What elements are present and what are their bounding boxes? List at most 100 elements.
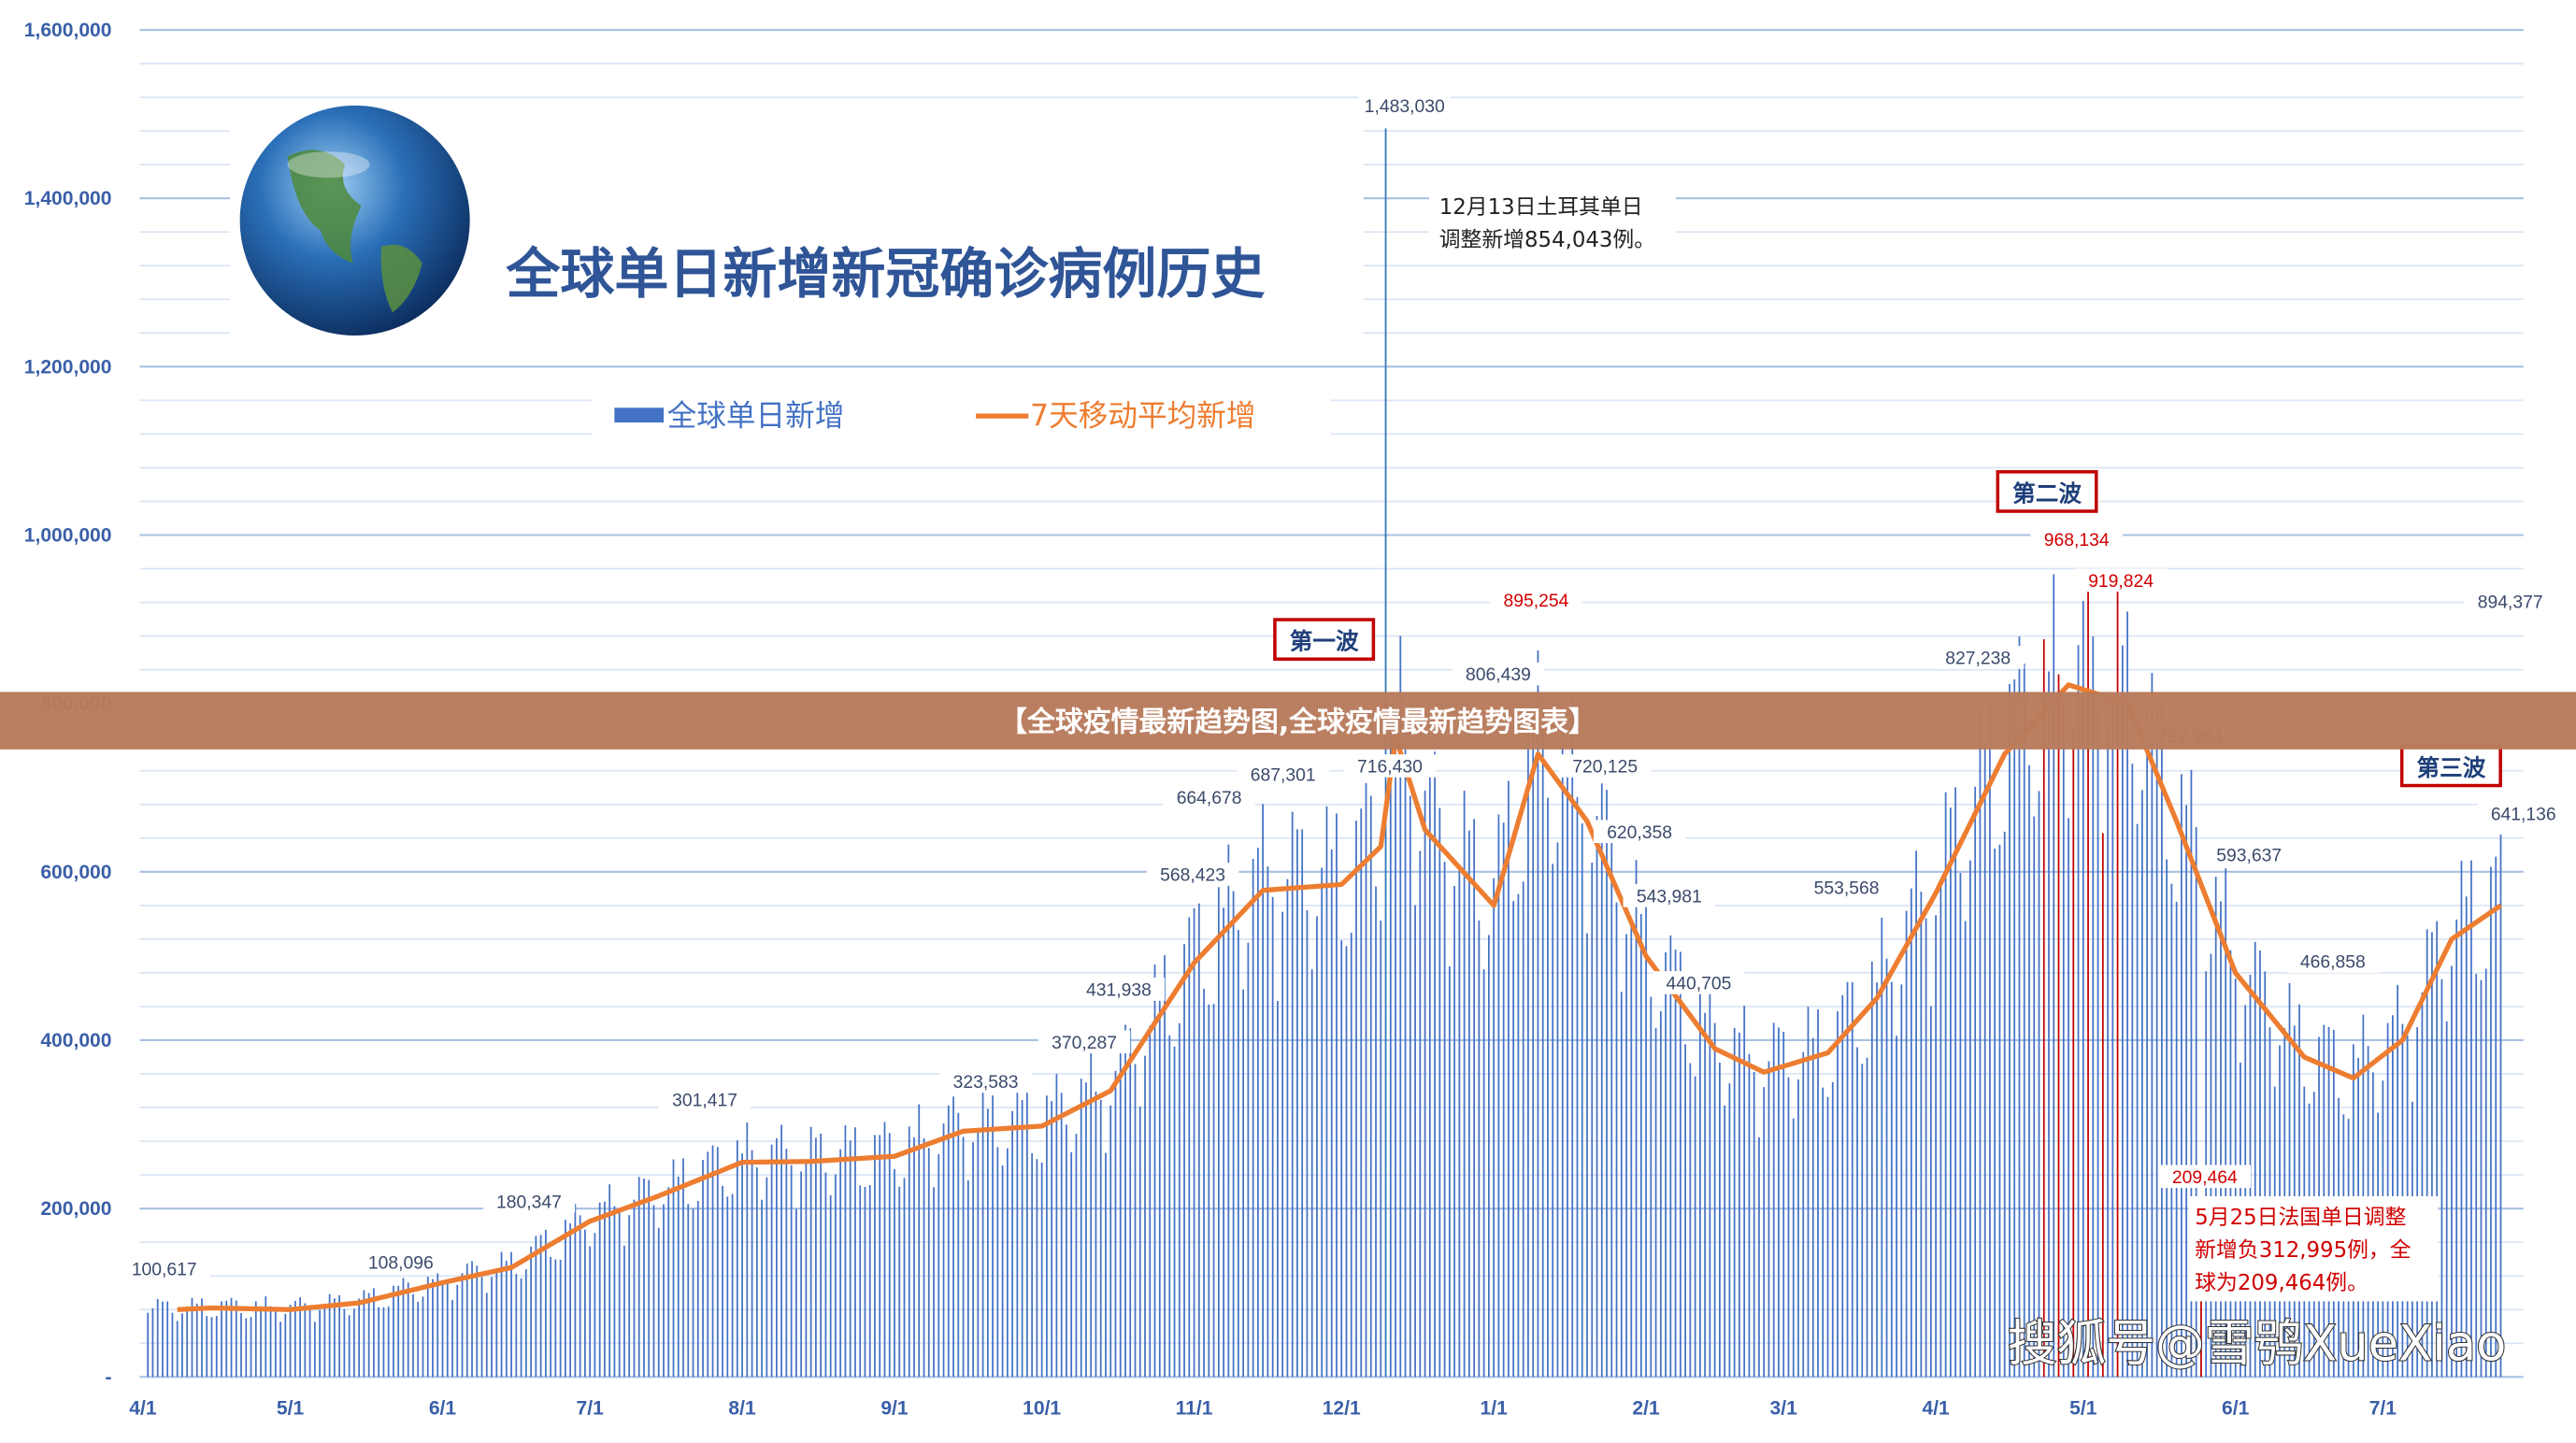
x-tick-label: 11/1 bbox=[1176, 1398, 1213, 1420]
x-tick-label: 4/1 bbox=[129, 1398, 157, 1420]
annotation-label: 968,134 bbox=[2044, 531, 2110, 550]
turkey-note-line-2: 调整新增854,043例。 bbox=[1439, 228, 1655, 252]
annotation-bg bbox=[939, 1069, 1032, 1093]
x-tick-label: 5/1 bbox=[277, 1398, 305, 1420]
annotation-label: 687,301 bbox=[1251, 765, 1316, 785]
legend-daily: 全球单日新增 bbox=[667, 400, 845, 434]
annotation-label: 716,430 bbox=[1357, 757, 1423, 777]
y-tick-label: 1,600,000 bbox=[24, 20, 112, 41]
annotation-label: 440,705 bbox=[1666, 974, 1731, 993]
y-tick-label: - bbox=[105, 1366, 111, 1388]
wave-2-label: 第二波 bbox=[1996, 470, 2098, 513]
annotation-bg bbox=[1237, 762, 1329, 786]
annotation-bg bbox=[118, 1256, 210, 1280]
legend-bar-swatch bbox=[614, 407, 665, 423]
annotation-bg bbox=[354, 1250, 448, 1274]
annotation-label: 895,254 bbox=[1503, 592, 1568, 611]
annotation-bg bbox=[1146, 863, 1239, 886]
svg-text:第一波: 第一波 bbox=[1290, 628, 1359, 655]
annotation-label: 543,981 bbox=[1637, 887, 1702, 907]
annotation-bg bbox=[1800, 876, 1893, 899]
annotation-label: 806,439 bbox=[1466, 665, 1531, 685]
x-tick-label: 8/1 bbox=[728, 1398, 756, 1420]
svg-text:第二波: 第二波 bbox=[2012, 479, 2082, 507]
annotation-bg bbox=[1452, 662, 1545, 686]
france-note-line-3: 球为209,464例。 bbox=[2195, 1271, 2368, 1295]
annotation-label: 827,238 bbox=[1945, 649, 2011, 668]
annotations: 100,617 108,096 180,347 301,417 323,583 370,2… bbox=[118, 93, 2569, 1280]
turkey-note-line-1: 12月13日土耳其单日 bbox=[1439, 195, 1643, 220]
annotation-bg bbox=[2203, 843, 2296, 866]
annotation-bg bbox=[482, 1189, 576, 1213]
annotation-label: 301,417 bbox=[672, 1091, 737, 1110]
y-tick-label: 1,200,000 bbox=[24, 356, 112, 378]
annotation-bg bbox=[658, 1087, 751, 1111]
annotation-bg bbox=[2158, 1164, 2251, 1189]
wave-3-label: 第三波 bbox=[2399, 744, 2502, 788]
x-tick-label: 6/1 bbox=[429, 1398, 457, 1420]
x-axis: 4/1 5/1 6/1 7/1 8/1 9/1 10/1 11/1 12/1 1/1 2/1 3/1 4… bbox=[129, 1398, 2397, 1420]
annotation-label: 568,423 bbox=[1160, 865, 1225, 885]
y-tick-label: 1,400,000 bbox=[24, 188, 112, 209]
annotation-bg bbox=[1593, 820, 1686, 844]
title-banner bbox=[0, 692, 2576, 750]
watermark: 搜狐号@雪鸮XueXiao bbox=[2008, 1316, 2507, 1373]
france-note-line-2: 新增负312,995例，全 bbox=[2195, 1238, 2411, 1263]
annotation-label: 323,583 bbox=[953, 1073, 1019, 1093]
annotation-label: 894,377 bbox=[2478, 593, 2543, 613]
annotation-bg bbox=[2030, 527, 2123, 551]
annotation-label: 553,568 bbox=[1814, 879, 1880, 899]
x-tick-label: 6/1 bbox=[2222, 1398, 2250, 1420]
annotation-label: 664,678 bbox=[1177, 789, 1242, 808]
x-tick-label: 5/1 bbox=[2069, 1398, 2097, 1420]
annotation-bg bbox=[1490, 588, 1582, 612]
y-tick-label: 200,000 bbox=[40, 1198, 111, 1220]
annotation-bg bbox=[1343, 754, 1437, 778]
y-tick-label: 600,000 bbox=[40, 862, 111, 883]
annotation-bg bbox=[1559, 754, 1652, 778]
annotation-label: 593,637 bbox=[2216, 846, 2282, 865]
banner-text: 【全球疫情最新趋势图,全球疫情最新趋势图表】 bbox=[999, 707, 1596, 739]
annotation-bg bbox=[1358, 93, 1452, 118]
annotation-label: 108,096 bbox=[368, 1253, 434, 1273]
annotation-label: 209,464 bbox=[2172, 1168, 2238, 1188]
annotation-bg bbox=[1623, 884, 1715, 907]
france-note-line-1: 5月25日法国单日调整 bbox=[2195, 1206, 2406, 1230]
x-tick-label: 9/1 bbox=[880, 1398, 909, 1420]
annotation-label: 720,125 bbox=[1572, 757, 1638, 777]
annotation-bg bbox=[1072, 978, 1166, 1001]
y-tick-label: 400,000 bbox=[40, 1030, 111, 1051]
annotation-label: 180,347 bbox=[496, 1193, 562, 1212]
x-tick-label: 7/1 bbox=[2369, 1398, 2397, 1420]
earth-globe-icon bbox=[239, 105, 470, 336]
annotation-bg bbox=[2477, 802, 2569, 825]
wave-1-label: 第一波 bbox=[1273, 618, 1376, 661]
annotation-label: 620,358 bbox=[1607, 823, 1672, 843]
x-tick-label: 1/1 bbox=[1480, 1398, 1508, 1420]
annotation-bg bbox=[2464, 590, 2556, 613]
annotation-label: 370,287 bbox=[1052, 1034, 1117, 1053]
y-tick-label: 1,000,000 bbox=[24, 525, 112, 547]
chart-title: 全球单日新增新冠确诊病例历史 bbox=[505, 242, 1265, 306]
annotation-label: 1,483,030 bbox=[1365, 97, 1445, 117]
annotation-bg bbox=[2286, 950, 2380, 973]
annotation-label: 919,824 bbox=[2088, 572, 2154, 592]
annotation-label: 431,938 bbox=[1086, 981, 1152, 1001]
moving-average-line bbox=[177, 682, 2502, 1312]
annotation-bg bbox=[1653, 971, 1745, 994]
x-tick-label: 4/1 bbox=[1922, 1398, 1950, 1420]
annotation-bg bbox=[2074, 568, 2168, 593]
svg-text:第三波: 第三波 bbox=[2417, 754, 2486, 781]
annotation-label: 100,617 bbox=[132, 1260, 197, 1279]
x-tick-label: 10/1 bbox=[1023, 1398, 1061, 1420]
legend-moving-average: 7天移动平均新增 bbox=[1030, 400, 1256, 434]
x-tick-label: 2/1 bbox=[1632, 1398, 1660, 1420]
x-tick-label: 12/1 bbox=[1323, 1398, 1361, 1420]
annotation-bg bbox=[1038, 1030, 1131, 1054]
annotation-bg bbox=[1932, 646, 2025, 669]
annotation-label: 466,858 bbox=[2300, 953, 2366, 973]
annotation-bg bbox=[1163, 785, 1255, 809]
annotation-label: 641,136 bbox=[2491, 805, 2556, 824]
x-tick-label: 7/1 bbox=[576, 1398, 604, 1420]
